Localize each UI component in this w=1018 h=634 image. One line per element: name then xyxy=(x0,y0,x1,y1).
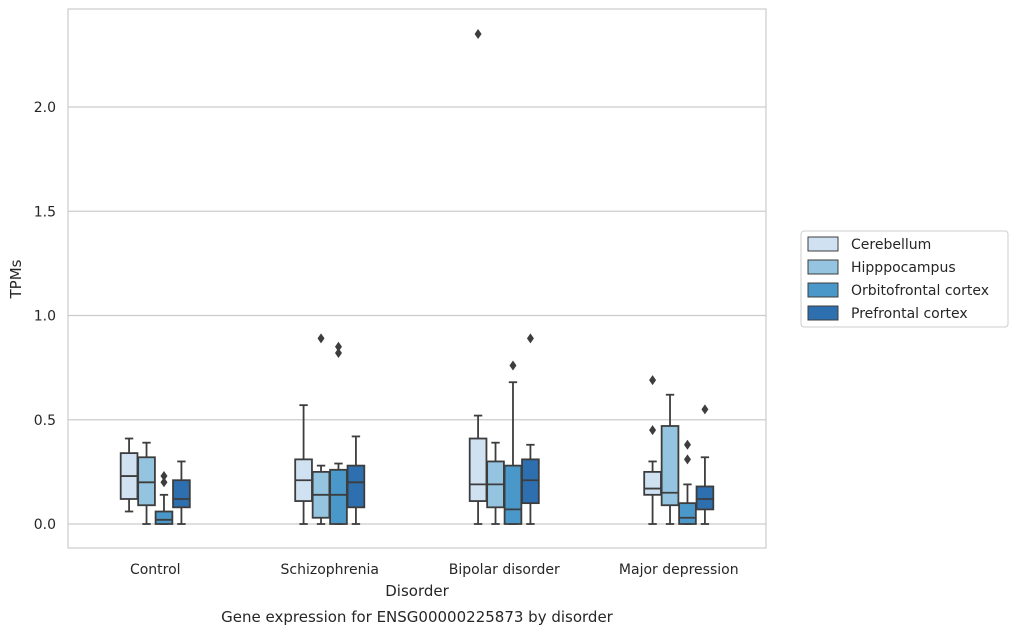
box-body xyxy=(678,502,697,525)
box-2-2 xyxy=(503,360,523,525)
outlier-1 xyxy=(160,477,168,488)
outlier-0 xyxy=(509,360,517,371)
box-3-2 xyxy=(678,439,697,525)
legend: Cerebellum Hipppocampus Orbitofrontal cort… xyxy=(800,230,1009,328)
y-tick-label-4: 2.0 xyxy=(34,100,56,116)
box-1-1 xyxy=(311,333,331,525)
box-0-0 xyxy=(119,437,139,513)
outlier-0 xyxy=(160,471,168,482)
legend-swatch-2 xyxy=(807,282,839,298)
outlier-1 xyxy=(334,348,342,359)
legend-label-1: Hipppocampus xyxy=(851,260,956,276)
outlier-0 xyxy=(701,404,709,415)
box-body xyxy=(521,458,540,505)
x-tick-labels: Control Schizophrenia Bipolar disorder Majo… xyxy=(130,562,739,578)
outlier-0 xyxy=(683,439,691,450)
box-2-0 xyxy=(468,29,488,525)
box-1-2 xyxy=(329,341,348,525)
box-0-2 xyxy=(154,471,174,525)
y-tick-labels: 0.0 0.5 1.0 1.5 2.0 xyxy=(34,100,56,533)
legend-label-2: Orbitofrontal cortex xyxy=(851,283,989,299)
box-body xyxy=(503,464,523,525)
outlier-0 xyxy=(474,29,482,40)
chart-caption: Gene expression for ENSG00000225873 by d… xyxy=(221,608,614,626)
box-2-3 xyxy=(521,333,540,525)
box-body xyxy=(660,425,680,507)
box-0-3 xyxy=(172,460,191,525)
x-tick-label-1: Schizophrenia xyxy=(281,562,379,578)
x-axis-label: Disorder xyxy=(385,582,449,600)
x-tick-label-0: Control xyxy=(130,562,181,578)
x-tick-label-3: Major depression xyxy=(619,562,739,578)
box-body xyxy=(468,437,488,502)
box-plots xyxy=(119,29,715,525)
box-body xyxy=(137,456,156,507)
legend-swatch-0 xyxy=(807,236,839,252)
box-0-1 xyxy=(137,441,156,525)
outlier-1 xyxy=(683,454,691,465)
outlier-0 xyxy=(649,375,657,386)
box-body xyxy=(695,485,715,511)
y-tick-label-2: 1.0 xyxy=(34,309,56,325)
box-body xyxy=(329,468,348,525)
y-tick-label-1: 0.5 xyxy=(34,413,56,429)
box-body xyxy=(643,470,662,496)
box-2-1 xyxy=(486,441,505,525)
box-3-3 xyxy=(695,404,715,525)
box-1-0 xyxy=(294,404,313,525)
legend-frame xyxy=(800,230,1009,328)
legend-label-3: Prefrontal cortex xyxy=(851,306,968,322)
box-body xyxy=(172,479,191,509)
box-1-3 xyxy=(346,435,366,525)
y-tick-label-0: 0.0 xyxy=(34,517,56,533)
outlier-0 xyxy=(317,333,325,344)
box-body xyxy=(154,510,174,525)
y-tick-label-3: 1.5 xyxy=(34,204,56,220)
box-3-1 xyxy=(660,393,680,525)
outlier-0 xyxy=(334,341,342,352)
y-axis-label: TPMs xyxy=(7,259,25,299)
outlier-0 xyxy=(526,333,534,344)
outlier-1 xyxy=(649,425,657,436)
x-tick-label-2: Bipolar disorder xyxy=(449,562,560,578)
legend-swatch-3 xyxy=(807,305,839,321)
box-3-0 xyxy=(643,375,662,525)
plot-frame xyxy=(67,8,767,549)
box-body xyxy=(346,464,366,509)
legend-label-0: Cerebellum xyxy=(851,237,931,253)
legend-swatch-1 xyxy=(807,259,839,275)
